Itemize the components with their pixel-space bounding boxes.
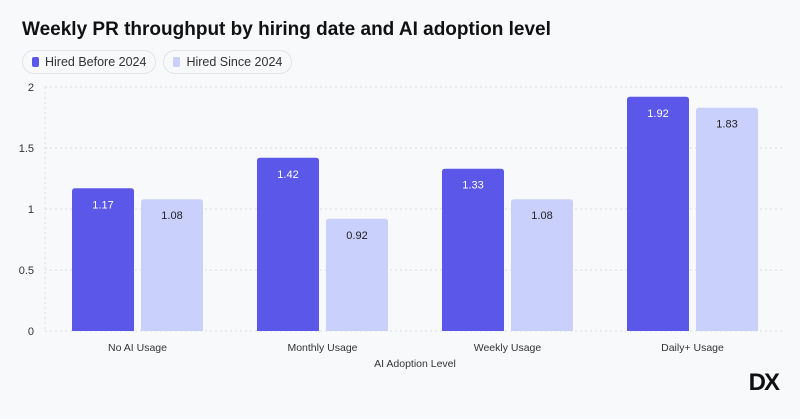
legend-item-before-2024[interactable]: Hired Before 2024 — [22, 50, 157, 74]
data-label: 1.83 — [716, 119, 737, 131]
dx-logo: DX — [748, 369, 780, 396]
legend-swatch — [32, 57, 39, 67]
y-tick-label: 2 — [28, 82, 34, 94]
bar — [627, 96, 689, 331]
bar — [511, 199, 573, 331]
data-label: 1.08 — [531, 210, 552, 222]
x-tick-label: Daily+ Usage — [661, 342, 724, 354]
x-tick-label: Monthly Usage — [287, 342, 357, 354]
data-label: 1.33 — [462, 180, 483, 192]
bar — [141, 199, 203, 331]
x-tick-label: Weekly Usage — [474, 342, 542, 354]
y-tick-label: 0 — [28, 326, 34, 338]
bar — [326, 218, 388, 331]
x-tick-label: No AI Usage — [108, 342, 167, 354]
data-label: 0.92 — [346, 230, 367, 242]
bar — [696, 107, 758, 332]
chart-title: Weekly PR throughput by hiring date and … — [22, 19, 551, 40]
x-axis-label: AI Adoption Level — [374, 358, 456, 370]
data-label: 1.08 — [161, 210, 182, 222]
legend-swatch — [173, 57, 181, 67]
data-label: 1.42 — [277, 169, 298, 181]
y-tick-label: 1 — [28, 204, 34, 216]
legend-item-since-2024[interactable]: Hired Since 2024 — [163, 50, 293, 74]
legend-label: Hired Since 2024 — [186, 55, 283, 69]
bar — [72, 188, 134, 331]
legend-label: Hired Before 2024 — [45, 55, 147, 69]
y-tick-label: 1.5 — [19, 143, 34, 155]
data-label: 1.92 — [647, 108, 668, 120]
bar — [257, 157, 319, 331]
y-tick-label: 0.5 — [19, 265, 34, 277]
bar — [442, 168, 504, 331]
legend: Hired Before 2024 Hired Since 2024 — [22, 50, 293, 74]
data-label: 1.17 — [92, 199, 113, 211]
